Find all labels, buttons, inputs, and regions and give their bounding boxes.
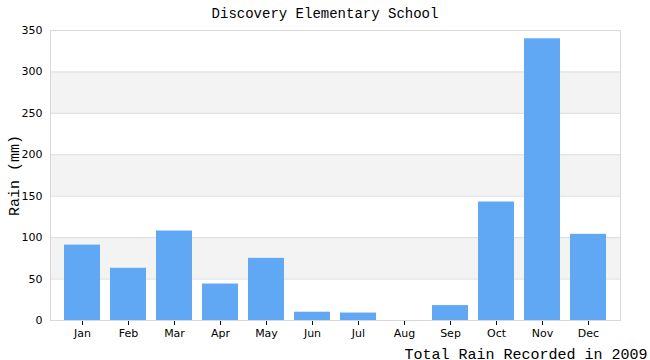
- svg-text:Jan: Jan: [73, 327, 91, 340]
- svg-text:Feb: Feb: [119, 327, 138, 340]
- svg-text:Jun: Jun: [303, 327, 321, 340]
- svg-text:0: 0: [36, 314, 43, 327]
- svg-text:Sep: Sep: [440, 327, 461, 340]
- svg-text:150: 150: [22, 190, 43, 203]
- svg-text:50: 50: [29, 273, 43, 286]
- svg-text:350: 350: [22, 26, 43, 37]
- svg-text:100: 100: [22, 231, 43, 244]
- svg-text:Aug: Aug: [394, 327, 415, 340]
- svg-text:Dec: Dec: [578, 327, 599, 340]
- svg-text:Nov: Nov: [532, 327, 554, 340]
- svg-text:250: 250: [22, 107, 43, 120]
- svg-text:Total Rain Recorded in 2009: Total Rain Recorded in 2009: [404, 347, 647, 360]
- svg-text:Apr: Apr: [211, 327, 231, 340]
- svg-text:May: May: [255, 327, 278, 340]
- html-text:Discovery Elementary School: Discovery Elementary School: [211, 6, 439, 22]
- svg-text:300: 300: [22, 65, 43, 78]
- svg-text:Mar: Mar: [164, 327, 185, 340]
- svg-text:200: 200: [22, 148, 43, 161]
- svg-text:Rain (mm): Rain (mm): [7, 135, 24, 216]
- svg-text:Jul: Jul: [351, 327, 365, 340]
- svg-text:Oct: Oct: [487, 327, 507, 340]
